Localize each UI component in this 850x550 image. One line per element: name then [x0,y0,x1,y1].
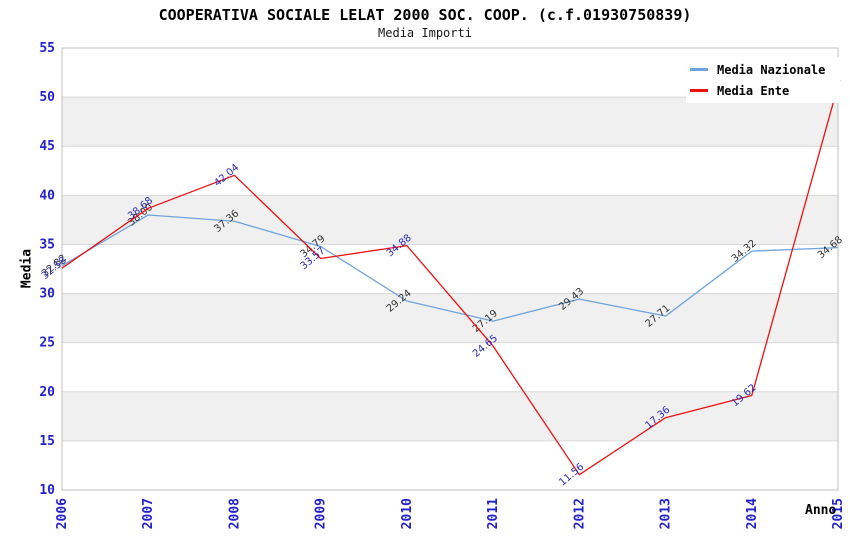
plot-band [62,244,838,294]
x-tick-label: 2008 [227,498,242,529]
y-tick-label: 20 [39,385,55,400]
x-axis-label: Anno [805,503,837,518]
legend-item-media-ente[interactable]: Media Ente [690,84,840,98]
x-tick-label: 2006 [55,498,70,529]
plot-band [62,440,838,490]
chart-title: COOPERATIVA SOCIALE LELAT 2000 SOC. COOP… [158,6,692,24]
chart-subtitle: Media Importi [378,26,472,40]
x-tick-label: 2007 [141,498,156,529]
legend: Media Nazionale Media Ente [686,57,840,103]
y-tick-label: 55 [39,41,55,56]
plot-band [62,342,838,392]
x-tick-label: 2010 [400,498,415,529]
x-tick-label: 2011 [486,498,501,529]
plot-band [62,97,838,147]
y-tick-label: 30 [39,287,55,302]
x-tick-label: 2009 [314,498,329,529]
plot-band [62,391,838,441]
y-tick-label: 10 [39,483,55,498]
y-axis-label: Media [19,248,35,289]
media-ente-line [61,85,839,476]
legend-label: Media Nazionale [717,62,826,77]
x-tick-label: 2014 [745,498,760,529]
y-tick-label: 50 [39,90,55,105]
media-nazionale-swatch-icon [690,68,708,71]
y-tick-label: 35 [39,237,55,252]
legend-item-media-nazionale[interactable]: Media Nazionale [690,63,840,77]
plot-band [62,195,838,245]
x-tick-label: 2013 [659,498,674,529]
x-tick-label: 2015 [831,498,846,529]
plot-border [61,47,839,491]
x-tick-label: 2012 [572,498,587,529]
y-tick-label: 15 [39,434,55,449]
y-tick-label: 25 [39,336,55,351]
y-tick-label: 45 [39,139,55,154]
media-ente-swatch-icon [690,89,708,92]
media-nazionale-line [61,214,839,322]
plot-band [62,293,838,343]
y-tick-label: 40 [39,188,55,203]
legend-label: Media Ente [717,83,790,98]
plot-band [62,146,838,196]
